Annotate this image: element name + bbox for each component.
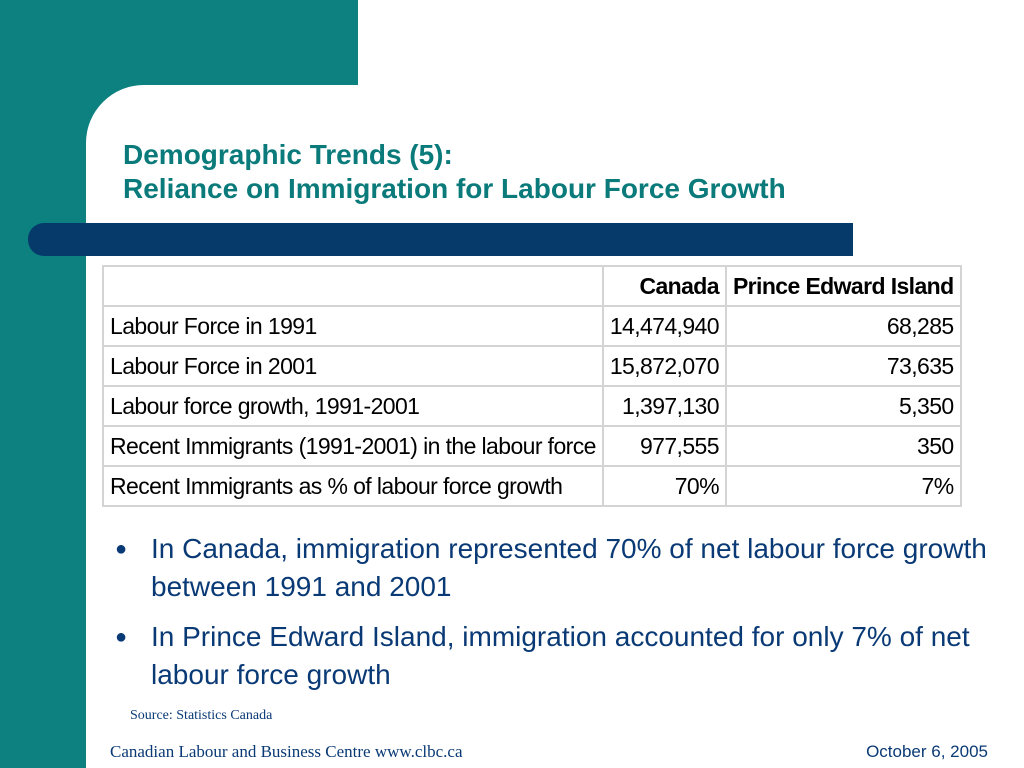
table-cell: 5,350 [724,385,962,427]
background-teal-strip [0,0,86,768]
labour-force-table: Canada Prince Edward Island Labour Force… [102,265,962,507]
slide-title: Demographic Trends (5): Reliance on Immi… [123,138,1003,206]
table-row: Recent Immigrants (1991-2001) in the lab… [102,425,962,467]
table-header-cell: Canada [601,265,727,307]
bullet-dot-icon: ● [115,538,128,560]
table-cell: 15,872,070 [601,345,727,387]
footer-organization: Canadian Labour and Business Centre www.… [110,742,463,761]
bullet-item: ● In Canada, immigration represented 70%… [115,530,995,606]
bullet-text: In Prince Edward Island, immigration acc… [151,621,970,690]
table-cell: 350 [724,425,962,467]
table-header-row: Canada Prince Edward Island [102,265,962,307]
table-cell: 977,555 [601,425,727,467]
slide-title-line-2: Reliance on Immigration for Labour Force… [123,173,786,204]
table-cell: Labour Force in 2001 [102,345,604,387]
table-header-cell: Prince Edward Island [724,265,962,307]
table-row: Labour force growth, 1991-2001 1,397,130… [102,385,962,427]
table-cell: Recent Immigrants (1991-2001) in the lab… [102,425,604,467]
bullet-text: In Canada, immigration represented 70% o… [151,533,987,602]
table-header-cell [102,265,604,307]
table-cell: 7% [724,465,962,507]
table-row: Labour Force in 1991 14,474,940 68,285 [102,305,962,347]
table-cell: 14,474,940 [601,305,727,347]
title-divider-bar [28,223,853,256]
table-cell: 73,635 [724,345,962,387]
table-row: Recent Immigrants as % of labour force g… [102,465,962,507]
table-row: Labour Force in 2001 15,872,070 73,635 [102,345,962,387]
bullet-item: ● In Prince Edward Island, immigration a… [115,618,995,694]
table-cell: Labour Force in 1991 [102,305,604,347]
slide-title-line-1: Demographic Trends (5): [123,139,453,170]
bullet-dot-icon: ● [115,626,128,648]
table-cell: 68,285 [724,305,962,347]
source-note: Source: Statistics Canada [130,708,273,723]
bullet-list: ● In Canada, immigration represented 70%… [115,530,995,706]
table-cell: Labour force growth, 1991-2001 [102,385,604,427]
footer-date: October 6, 2005 [866,742,988,761]
table-cell: Recent Immigrants as % of labour force g… [102,465,604,507]
table-cell: 1,397,130 [601,385,727,427]
table-cell: 70% [601,465,727,507]
